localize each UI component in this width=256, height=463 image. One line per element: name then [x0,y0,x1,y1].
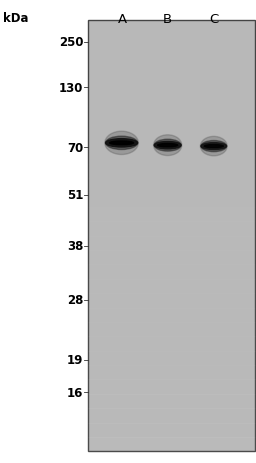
Text: A: A [118,13,127,26]
Bar [88,437,255,451]
Bar [88,250,255,265]
Text: 16: 16 [67,386,83,399]
Bar [88,93,255,107]
Bar [88,21,255,35]
Text: 19: 19 [67,354,83,367]
Ellipse shape [105,132,138,155]
Text: C: C [209,13,218,26]
Bar [88,337,255,351]
Text: 51: 51 [67,189,83,202]
Text: 130: 130 [59,81,83,94]
Bar [88,308,255,322]
Bar [88,164,255,179]
Bar [88,279,255,294]
Text: 38: 38 [67,240,83,253]
Ellipse shape [201,141,227,152]
Text: 70: 70 [67,142,83,155]
Text: B: B [163,13,172,26]
Ellipse shape [154,136,182,156]
Ellipse shape [200,137,227,156]
Bar [88,423,255,437]
Bar [88,136,255,150]
Ellipse shape [154,142,181,150]
Bar [88,265,255,279]
Bar [88,193,255,207]
Bar [88,179,255,193]
Bar [88,408,255,423]
Ellipse shape [105,137,138,150]
Bar [88,236,255,250]
Bar [88,50,255,64]
Bar [88,107,255,121]
Bar [88,207,255,222]
Ellipse shape [110,142,134,145]
Bar [88,322,255,337]
Bar [88,121,255,136]
Bar [88,294,255,308]
Bar [88,380,255,394]
Bar [88,35,255,50]
Bar [88,64,255,78]
Text: 250: 250 [59,36,83,49]
Ellipse shape [105,139,138,148]
Text: 28: 28 [67,294,83,307]
Bar [88,150,255,164]
Text: kDa: kDa [3,12,28,25]
Bar [88,78,255,93]
Ellipse shape [204,145,223,148]
Bar [88,21,255,451]
Bar [88,365,255,380]
Bar [88,351,255,365]
Bar [88,394,255,408]
Ellipse shape [201,143,227,150]
Ellipse shape [154,140,181,152]
Ellipse shape [158,144,178,148]
Bar [88,222,255,236]
